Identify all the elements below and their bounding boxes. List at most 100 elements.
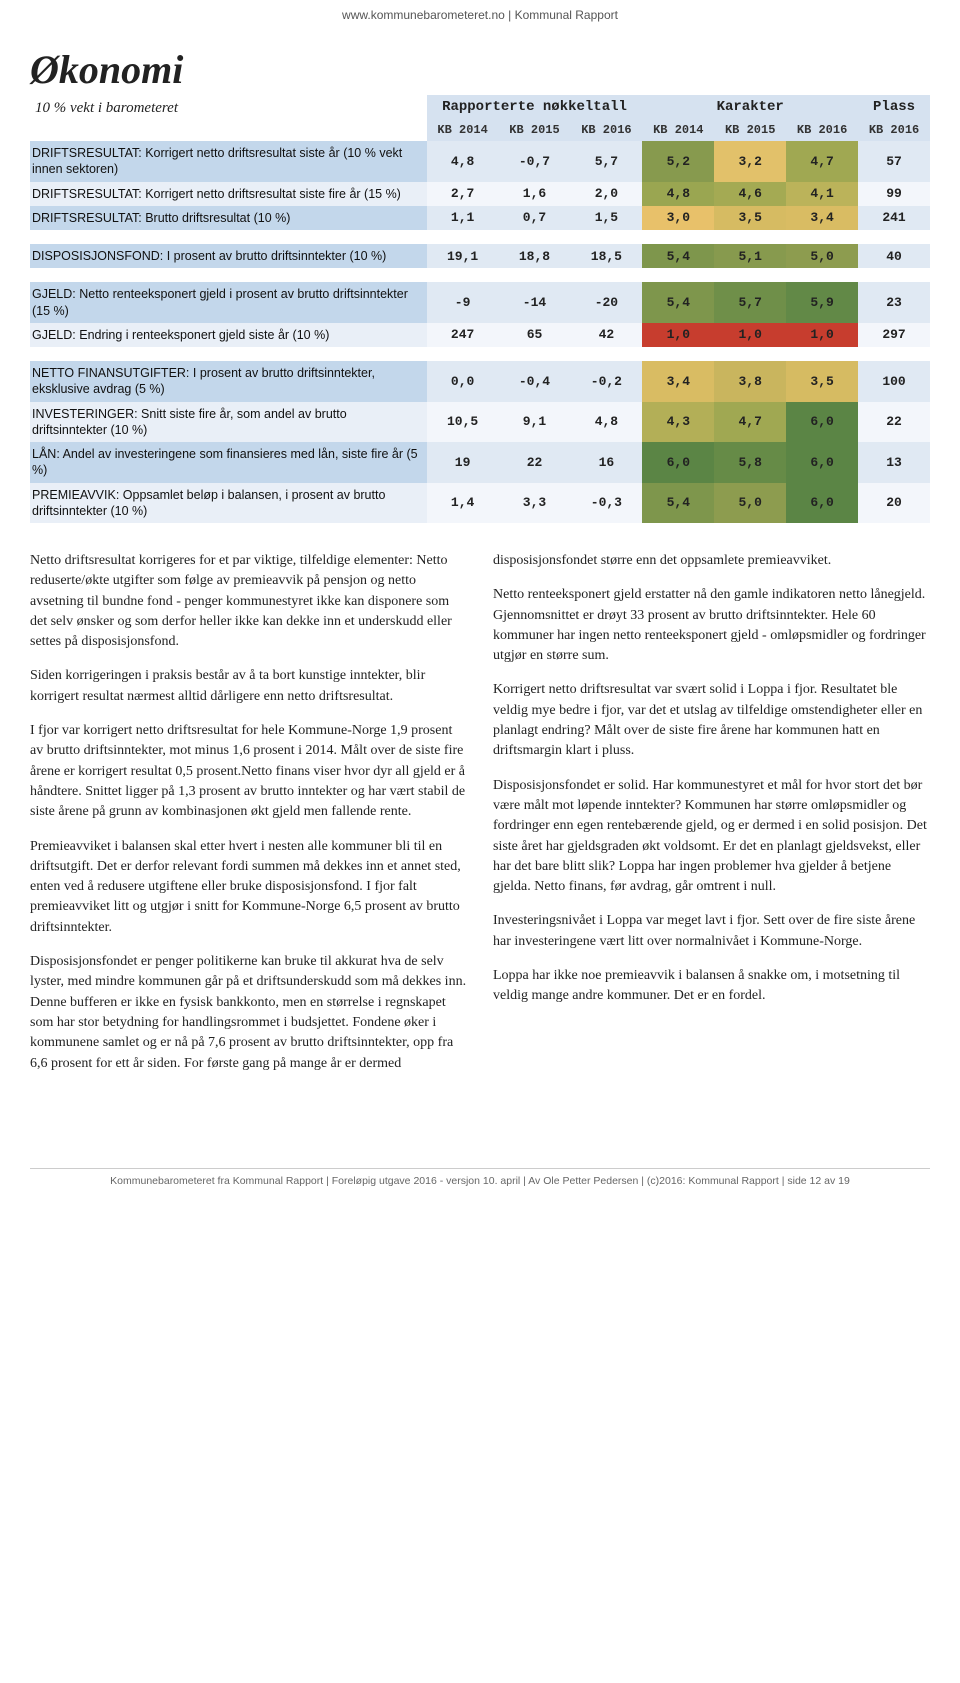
- value-cell: 0,7: [499, 206, 571, 230]
- row-label: DRIFTSRESULTAT: Korrigert netto driftsre…: [30, 182, 427, 206]
- value-cell: 18,8: [499, 244, 571, 268]
- table-row: DRIFTSRESULTAT: Korrigert netto driftsre…: [30, 182, 930, 206]
- value-cell: 18,5: [570, 244, 642, 268]
- body-paragraph: Korrigert netto driftsresultat var svært…: [493, 680, 930, 761]
- value-cell: 22: [858, 402, 930, 443]
- table-row: GJELD: Endring i renteeksponert gjeld si…: [30, 323, 930, 347]
- value-cell: 1,6: [499, 182, 571, 206]
- spacer-row: [30, 230, 930, 244]
- value-cell: 1,5: [570, 206, 642, 230]
- row-label: DRIFTSRESULTAT: Korrigert netto driftsre…: [30, 141, 427, 182]
- value-cell: 3,8: [714, 361, 786, 402]
- value-cell: 6,0: [786, 402, 858, 443]
- header-link: www.kommunebarometeret.no | Kommunal Rap…: [30, 0, 930, 46]
- subtitle: 10 % vekt i barometeret: [30, 95, 427, 119]
- table-row: DRIFTSRESULTAT: Brutto driftsresultat (1…: [30, 206, 930, 230]
- value-cell: 4,8: [427, 141, 499, 182]
- page-footer: Kommunebarometeret fra Kommunal Rapport …: [30, 1168, 930, 1187]
- value-cell: 5,2: [642, 141, 714, 182]
- sub-header: KB 2016: [786, 119, 858, 141]
- value-cell: -0,3: [570, 483, 642, 524]
- value-cell: 4,6: [714, 182, 786, 206]
- row-label: GJELD: Endring i renteeksponert gjeld si…: [30, 323, 427, 347]
- value-cell: 5,0: [786, 244, 858, 268]
- value-cell: 3,2: [714, 141, 786, 182]
- sub-header: KB 2016: [858, 119, 930, 141]
- value-cell: 22: [499, 442, 571, 483]
- value-cell: 297: [858, 323, 930, 347]
- value-cell: 2,7: [427, 182, 499, 206]
- body-column-right: disposisjonsfondet større enn det oppsam…: [493, 551, 930, 1088]
- value-cell: 42: [570, 323, 642, 347]
- value-cell: 3,0: [642, 206, 714, 230]
- table-row: DRIFTSRESULTAT: Korrigert netto driftsre…: [30, 141, 930, 182]
- value-cell: 5,7: [714, 282, 786, 323]
- value-cell: -14: [499, 282, 571, 323]
- table-row: GJELD: Netto renteeksponert gjeld i pros…: [30, 282, 930, 323]
- value-cell: 5,4: [642, 244, 714, 268]
- value-cell: 6,0: [642, 442, 714, 483]
- row-label: INVESTERINGER: Snitt siste fire år, som …: [30, 402, 427, 443]
- sub-header: KB 2015: [499, 119, 571, 141]
- value-cell: 57: [858, 141, 930, 182]
- body-paragraph: Netto renteeksponert gjeld erstatter nå …: [493, 585, 930, 666]
- body-columns: Netto driftsresultat korrigeres for et p…: [30, 551, 930, 1088]
- value-cell: -0,4: [499, 361, 571, 402]
- sub-header: KB 2014: [642, 119, 714, 141]
- body-paragraph: disposisjonsfondet større enn det oppsam…: [493, 551, 930, 571]
- value-cell: 2,0: [570, 182, 642, 206]
- spacer-row: [30, 347, 930, 361]
- value-cell: 3,5: [714, 206, 786, 230]
- value-cell: -0,7: [499, 141, 571, 182]
- value-cell: 16: [570, 442, 642, 483]
- row-label: PREMIEAVVIK: Oppsamlet beløp i balansen,…: [30, 483, 427, 524]
- value-cell: 19,1: [427, 244, 499, 268]
- body-paragraph: Loppa har ikke noe premieavvik i balanse…: [493, 966, 930, 1007]
- value-cell: 10,5: [427, 402, 499, 443]
- value-cell: 5,1: [714, 244, 786, 268]
- value-cell: 5,8: [714, 442, 786, 483]
- value-cell: -9: [427, 282, 499, 323]
- value-cell: 6,0: [786, 442, 858, 483]
- value-cell: 1,0: [714, 323, 786, 347]
- table-row: INVESTERINGER: Snitt siste fire år, som …: [30, 402, 930, 443]
- value-cell: 4,7: [714, 402, 786, 443]
- value-cell: 1,4: [427, 483, 499, 524]
- row-label: LÅN: Andel av investeringene som finansi…: [30, 442, 427, 483]
- body-column-left: Netto driftsresultat korrigeres for et p…: [30, 551, 467, 1088]
- value-cell: 5,7: [570, 141, 642, 182]
- group-header: Karakter: [642, 95, 858, 119]
- body-paragraph: Investeringsnivået i Loppa var meget lav…: [493, 911, 930, 952]
- group-header: Plass: [858, 95, 930, 119]
- body-paragraph: Disposisjonsfondet er penger politikerne…: [30, 952, 467, 1074]
- value-cell: 6,0: [786, 483, 858, 524]
- value-cell: 9,1: [499, 402, 571, 443]
- value-cell: 4,8: [570, 402, 642, 443]
- value-cell: -20: [570, 282, 642, 323]
- value-cell: 5,0: [714, 483, 786, 524]
- metrics-table: 10 % vekt i barometeretRapporterte nøkke…: [30, 95, 930, 523]
- spacer-row: [30, 268, 930, 282]
- table-row: NETTO FINANSUTGIFTER: I prosent av brutt…: [30, 361, 930, 402]
- row-label: DISPOSISJONSFOND: I prosent av brutto dr…: [30, 244, 427, 268]
- table-row: LÅN: Andel av investeringene som finansi…: [30, 442, 930, 483]
- value-cell: 5,4: [642, 282, 714, 323]
- body-paragraph: Premieavviket i balansen skal etter hver…: [30, 837, 467, 938]
- value-cell: 1,1: [427, 206, 499, 230]
- page-title: Økonomi: [30, 46, 930, 93]
- sub-header: KB 2014: [427, 119, 499, 141]
- value-cell: 19: [427, 442, 499, 483]
- value-cell: 3,4: [642, 361, 714, 402]
- value-cell: 247: [427, 323, 499, 347]
- row-label: GJELD: Netto renteeksponert gjeld i pros…: [30, 282, 427, 323]
- value-cell: 5,4: [642, 483, 714, 524]
- row-label: DRIFTSRESULTAT: Brutto driftsresultat (1…: [30, 206, 427, 230]
- value-cell: 5,9: [786, 282, 858, 323]
- value-cell: 1,0: [642, 323, 714, 347]
- value-cell: 65: [499, 323, 571, 347]
- value-cell: 23: [858, 282, 930, 323]
- value-cell: 4,3: [642, 402, 714, 443]
- value-cell: -0,2: [570, 361, 642, 402]
- table-head: 10 % vekt i barometeretRapporterte nøkke…: [30, 95, 930, 141]
- value-cell: 4,1: [786, 182, 858, 206]
